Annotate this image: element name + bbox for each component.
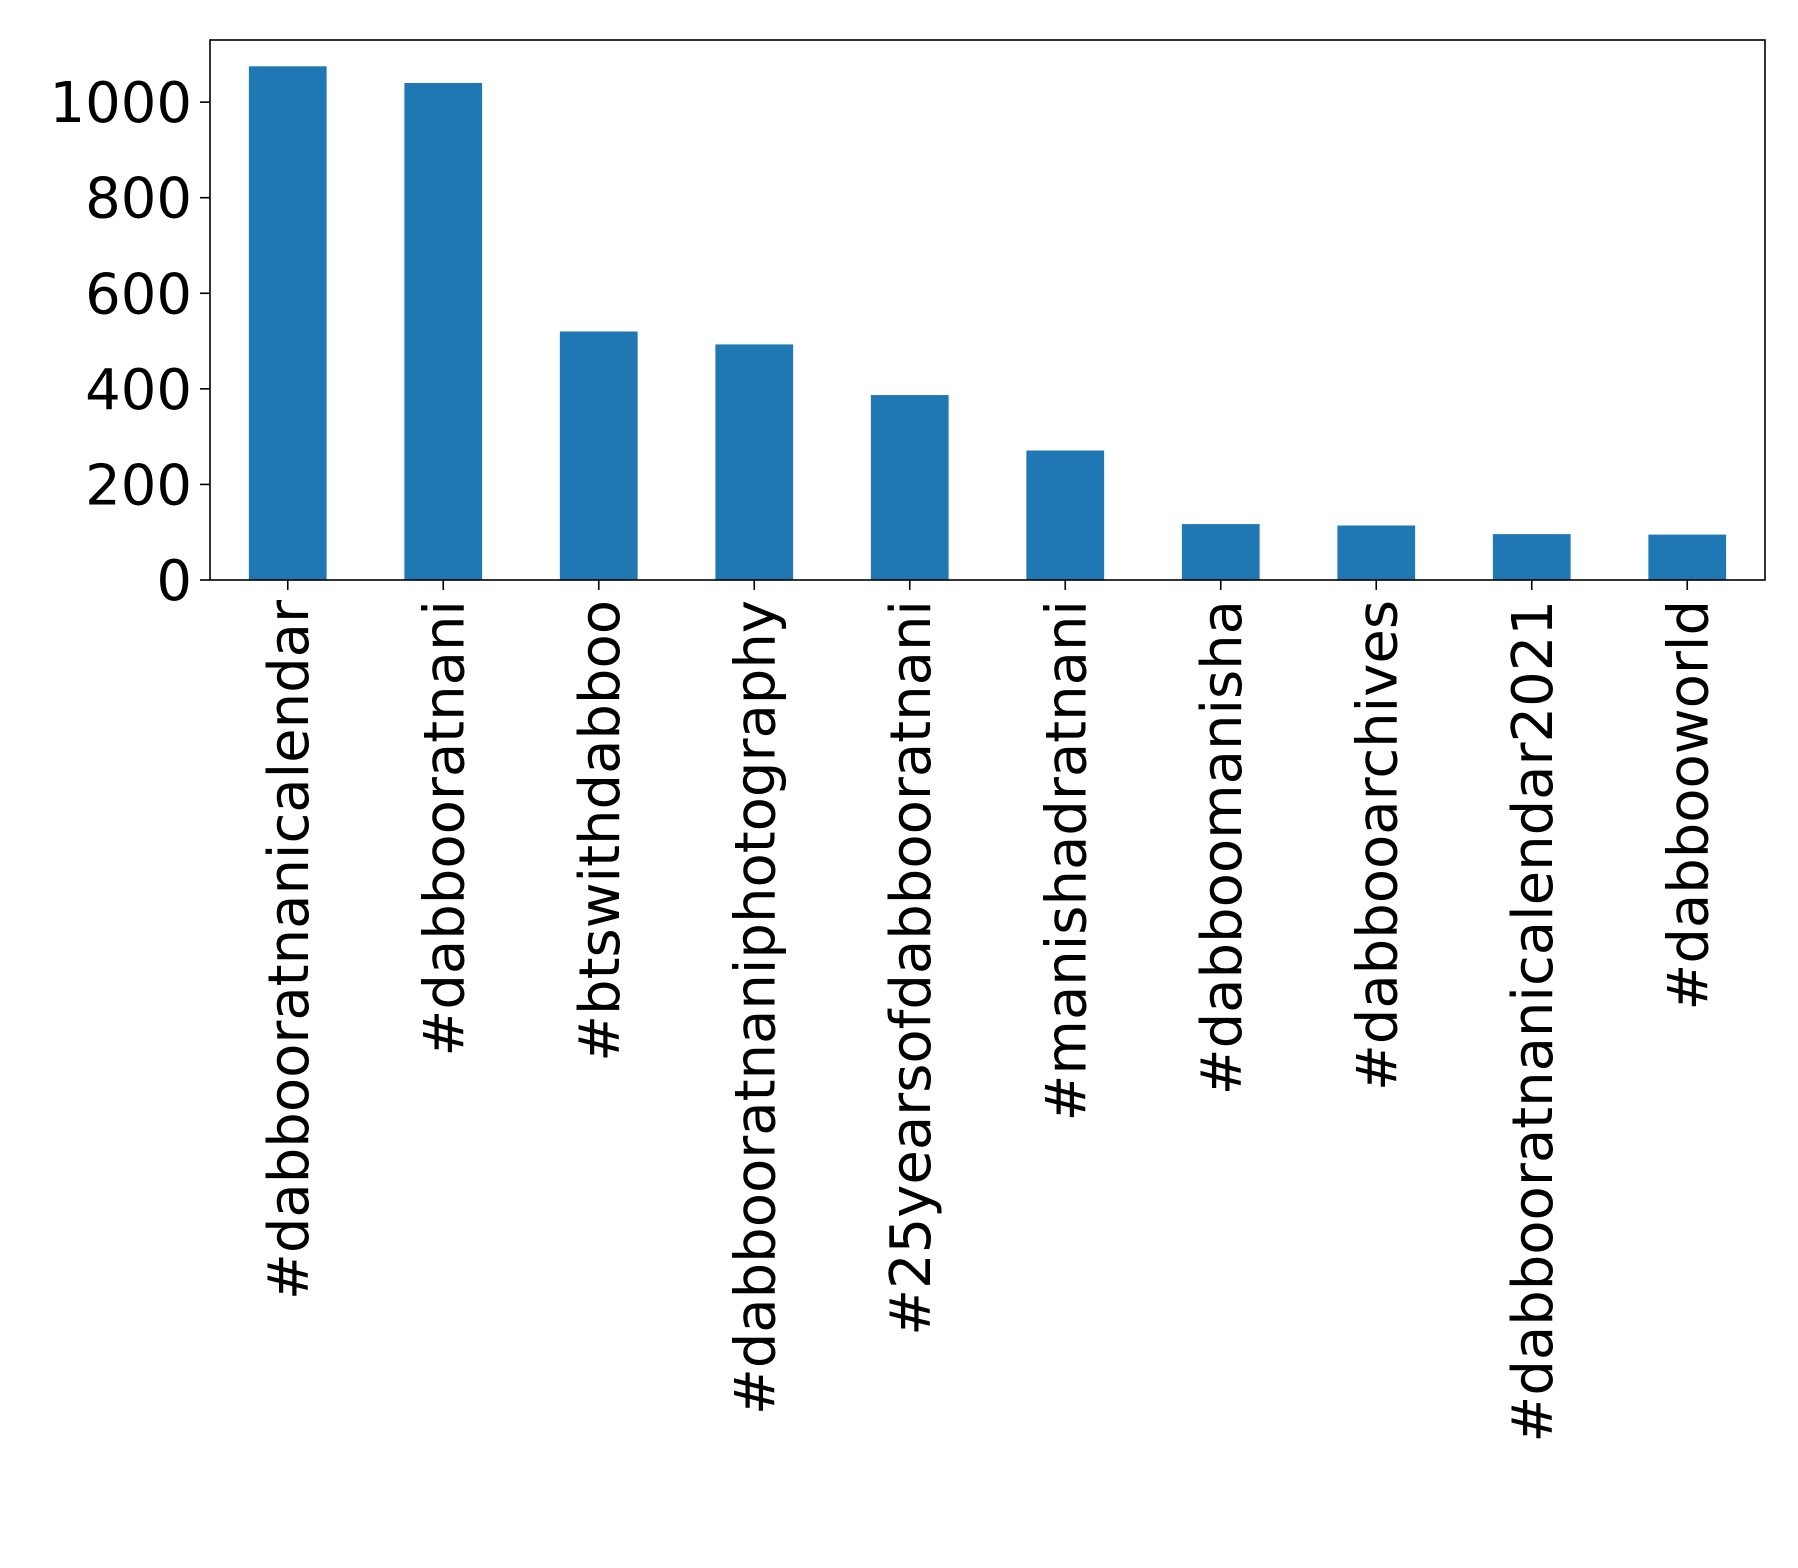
x-tick-label-1: #dabbooratnani bbox=[412, 600, 477, 1057]
x-tick-label-7: #dabbooarchives bbox=[1345, 600, 1410, 1091]
bar-3 bbox=[715, 344, 794, 580]
bar-0 bbox=[248, 66, 327, 580]
x-tick-label-0: #dabbooratnanicalendar bbox=[257, 599, 322, 1300]
bar-9 bbox=[1648, 534, 1727, 580]
x-axis: #dabbooratnanicalendar #dabbooratnani #bts… bbox=[257, 580, 1721, 1443]
x-tick-label-5: #manishadratnani bbox=[1034, 600, 1099, 1122]
bars-group bbox=[248, 66, 1727, 580]
bar-6 bbox=[1181, 524, 1260, 580]
y-tick-label-5: 1000 bbox=[49, 71, 192, 136]
y-tick-label-0: 0 bbox=[156, 549, 192, 614]
y-tick-label-4: 800 bbox=[85, 167, 192, 232]
bar-4 bbox=[870, 395, 949, 580]
y-tick-label-2: 400 bbox=[85, 358, 192, 423]
y-tick-label-3: 600 bbox=[85, 262, 192, 327]
bar-1 bbox=[404, 83, 483, 580]
bar-8 bbox=[1492, 534, 1571, 580]
x-tick-label-4: #25yearsofdabbooratnani bbox=[879, 600, 944, 1336]
y-axis: 0 200 400 600 800 1000 bbox=[49, 71, 210, 614]
bar-2 bbox=[559, 331, 638, 580]
bar-7 bbox=[1337, 525, 1416, 580]
bar-5 bbox=[1026, 450, 1105, 580]
x-tick-label-8: #dabbooratnanicalendar2021 bbox=[1501, 600, 1566, 1443]
x-tick-label-2: #btswithdabboo bbox=[568, 600, 633, 1062]
x-tick-label-3: #dabbooratnaniphotography bbox=[723, 600, 788, 1415]
plot-frame bbox=[209, 39, 1766, 581]
y-tick-label-1: 200 bbox=[85, 453, 192, 518]
x-tick-label-6: #dabboomanisha bbox=[1190, 600, 1255, 1095]
x-tick-label-9: #dabbooworld bbox=[1656, 600, 1721, 1011]
